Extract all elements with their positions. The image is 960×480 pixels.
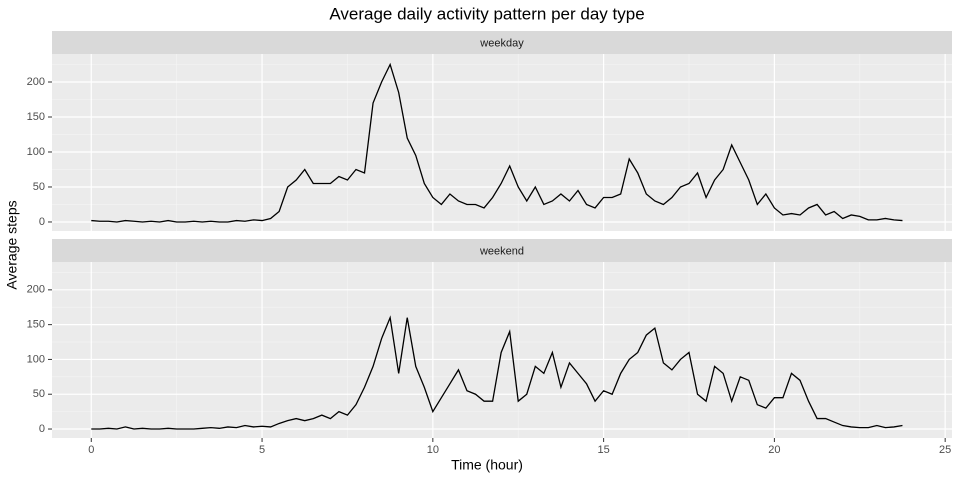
x-tick-label: 5 (259, 444, 265, 456)
x-tick-label: 10 (427, 444, 439, 456)
line (91, 62, 903, 223)
strip (52, 239, 952, 262)
y-axis-label: Average steps (4, 200, 20, 289)
y-tick-label: 200 (27, 76, 45, 88)
y-tick-label: 100 (27, 353, 45, 365)
chart-title: Average daily activity pattern per day t… (329, 4, 644, 23)
strip-label: weekday (479, 37, 524, 49)
strip-label: weekend (479, 245, 524, 257)
x-tick-label: 25 (939, 444, 951, 456)
y-tick-label: 50 (33, 388, 45, 400)
y-tick-label: 150 (27, 319, 45, 331)
panel (52, 54, 952, 231)
y-tick-label: 50 (33, 181, 45, 193)
y-tick-label: 0 (39, 216, 45, 228)
x-axis-label: Time (hour) (451, 457, 523, 473)
y-tick-label: 150 (27, 111, 45, 123)
x-tick-label: 15 (597, 444, 609, 456)
x-tick-label: 20 (768, 444, 780, 456)
y-tick-label: 100 (27, 146, 45, 158)
y-tick-label: 0 (39, 423, 45, 435)
strip (52, 31, 952, 54)
x-tick-label: 0 (88, 444, 94, 456)
y-tick-label: 200 (27, 284, 45, 296)
line (91, 315, 903, 430)
